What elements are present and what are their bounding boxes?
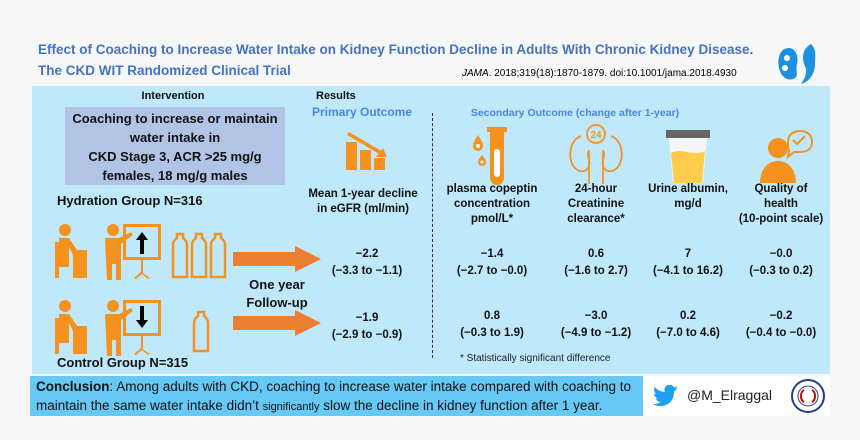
result-value: 0.8: [484, 310, 500, 322]
result-value: −0.0: [769, 248, 793, 260]
conclusion-label: Conclusion: [36, 379, 110, 394]
result-ci: (−7.0 to 4.6): [656, 327, 720, 339]
label-line: Urine albumin,: [648, 183, 728, 195]
primary-outcome-title: Primary Outcome: [311, 105, 413, 119]
followup-label: One year Follow-up: [246, 276, 307, 312]
label-line: Mean 1-year decline: [308, 188, 418, 200]
result-value: −0.2: [769, 310, 793, 322]
coaching-increase-icon: [55, 224, 227, 280]
conclusion-text-small: significantly: [262, 401, 320, 413]
social-box: @M_Elraggal: [643, 376, 830, 416]
footnote: * Statistically significant difference: [460, 353, 611, 364]
primary-control-result: −1.9 (−2.9 to −0.9): [332, 310, 402, 344]
label-line: mg/d: [674, 198, 702, 210]
control-group-label: Control Group N=315: [57, 355, 189, 370]
albumin-hydration-result: 7 (−4.1 to 16.2): [653, 246, 723, 280]
label-line: (10-point scale): [738, 213, 824, 225]
albumin-control-result: 0.2 (−7.0 to 4.6): [656, 308, 720, 342]
box-line: water intake in: [129, 130, 221, 145]
label-line: concentration: [453, 198, 531, 210]
result-ci: (−4.1 to 16.2): [653, 265, 723, 277]
label-line: plasma copeptin: [446, 183, 538, 195]
creatinine-control-result: −3.0 (−4.9 to −1.2): [561, 308, 631, 342]
citation-details: . 2018;319(18):1870-1879. doi:10.1001/ja…: [488, 68, 737, 79]
svg-text:24: 24: [590, 130, 602, 141]
followup-line: Follow-up: [246, 295, 308, 310]
hydration-group-label: Hydration Group N=316: [57, 193, 203, 208]
label-line: health: [764, 198, 798, 210]
result-ci: (−0.4 to −0.0): [745, 327, 817, 339]
label-line: in eGFR (ml/min): [317, 203, 409, 215]
result-ci: (−2.9 to −0.9): [331, 329, 403, 341]
kidney-24h-icon: 24: [569, 124, 623, 184]
label-line: 24-hour: [574, 183, 618, 195]
intervention-box: Coaching to increase or maintain water i…: [65, 107, 285, 185]
label-line: Quality of: [754, 183, 808, 195]
conclusion-text: maintain the same water intake didn’t: [36, 398, 263, 413]
citation-journal: JAMA: [462, 68, 489, 79]
result-value: −3.0: [584, 310, 608, 322]
result-ci: (−0.3 to 0.2): [749, 265, 813, 277]
result-value: −2.2: [355, 248, 379, 260]
secondary-label-quality: Quality of health (10-point scale): [739, 182, 823, 227]
box-line: Coaching to increase or maintain: [72, 111, 278, 126]
intervention-heading: Intervention: [141, 90, 205, 102]
arrow-hydration-icon: [233, 246, 321, 272]
result-value: 7: [684, 248, 692, 260]
box-line: females, 18 mg/g males: [102, 168, 248, 183]
conclusion-text: : Among adults with CKD, coaching to inc…: [109, 379, 632, 394]
label-line: clearance*: [567, 213, 625, 225]
box-line: CKD Stage 3, ACR >25 mg/g: [88, 149, 262, 164]
coaching-maintain-icon: [55, 300, 210, 356]
creatinine-hydration-result: 0.6 (−1.6 to 2.7): [564, 246, 628, 280]
copeptin-hydration-result: −1.4 (−2.7 to −0.0): [457, 246, 527, 280]
secondary-label-albumin: Urine albumin, mg/d: [648, 182, 728, 212]
bar-decline-icon: [346, 132, 387, 170]
conclusion-text: slow the decline in kidney function afte…: [319, 398, 603, 413]
result-value: 0.6: [588, 248, 604, 260]
copeptin-control-result: 0.8 (−0.3 to 1.9): [460, 308, 524, 342]
secondary-label-copeptin: plasma copeptin concentration pmol/L*: [447, 182, 538, 227]
secondary-label-creatinine: 24-hour Creatinine clearance*: [567, 182, 625, 227]
divider: [432, 113, 433, 358]
quality-control-result: −0.2 (−0.4 to −0.0): [746, 308, 816, 342]
primary-hydration-result: −2.2 (−3.3 to −1.1): [332, 246, 402, 280]
urine-cup-icon: [666, 130, 710, 183]
result-value: −1.9: [355, 312, 379, 324]
result-value: 0.2: [680, 310, 696, 322]
citation: JAMA. 2018;319(18):1870-1879. doi:10.100…: [462, 68, 737, 79]
person-check-icon: [760, 129, 814, 183]
twitter-icon[interactable]: [653, 385, 679, 407]
result-ci: (−1.6 to 2.7): [564, 265, 628, 277]
quality-hydration-result: −0.0 (−0.3 to 0.2): [749, 246, 813, 280]
twitter-handle[interactable]: @M_Elraggal: [687, 387, 773, 403]
results-heading: Results: [316, 90, 356, 102]
secondary-outcome-title: Secondary Outcome (change after 1-year): [470, 107, 680, 119]
kidney-logo-icon: [778, 44, 816, 84]
result-ci: (−0.3 to 1.9): [460, 327, 524, 339]
title-line-1: Effect of Coaching to Increase Water Int…: [38, 42, 754, 57]
conclusion: Conclusion: Among adults with CKD, coach…: [30, 376, 643, 416]
followup-line: One year: [249, 277, 305, 292]
primary-outcome-label: Mean 1-year decline in eGFR (ml/min): [308, 187, 417, 217]
result-value: −1.4: [480, 248, 504, 260]
label-line: pmol/L*: [470, 213, 514, 225]
arrow-control-icon: [233, 310, 321, 336]
result-ci: (−2.7 to −0.0): [456, 265, 528, 277]
test-tube-icon: [473, 127, 507, 185]
label-line: Creatinine: [567, 198, 625, 210]
result-ci: (−4.9 to −1.2): [560, 327, 632, 339]
society-seal-icon: [791, 379, 825, 413]
result-ci: (−3.3 to −1.1): [331, 265, 403, 277]
title-line-2: The CKD WIT Randomized Clinical Trial: [38, 63, 291, 78]
